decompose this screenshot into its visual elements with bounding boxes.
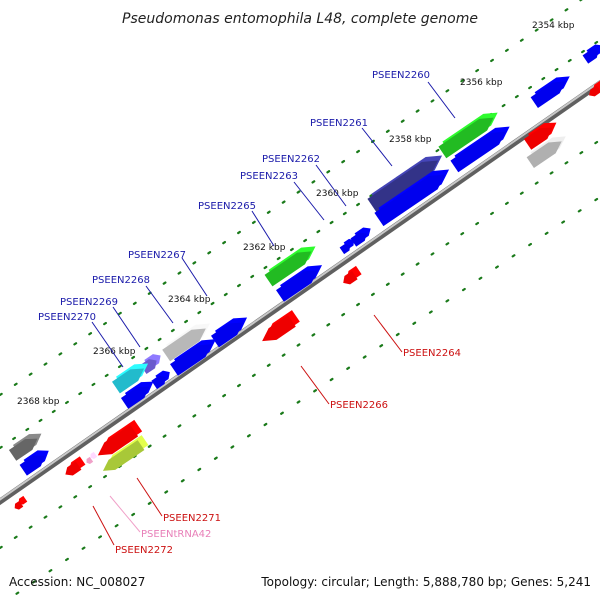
feature-top-right-2[interactable] — [523, 127, 553, 150]
feature-top-right-1[interactable] — [530, 81, 566, 109]
feature-pseen2262-top — [343, 238, 355, 250]
feature-pseen2261[interactable] — [367, 160, 439, 213]
outer-dot-guide-1 — [0, 38, 600, 450]
gene-label-pseen2264[interactable]: PSEEN2264 — [403, 348, 461, 359]
tick-label-2368: 2368 kbp — [17, 397, 60, 407]
accession-text: Accession: NC_008027 — [9, 575, 145, 589]
feature-pseen2272[interactable] — [65, 461, 82, 476]
feature-pseen2260b[interactable] — [450, 131, 506, 173]
feature-top-right-4[interactable] — [582, 49, 599, 64]
feature-pseen2268[interactable] — [162, 328, 206, 362]
feature-pseen2271[interactable] — [97, 424, 139, 456]
feature-pseen2265b[interactable] — [276, 270, 319, 302]
gene-label-pseen2271[interactable]: PSEEN2271 — [163, 513, 221, 524]
feature-pseen2261b[interactable] — [374, 174, 446, 227]
gene-label-pseen2266[interactable]: PSEEN2266 — [330, 400, 388, 411]
feature-pseen2271b[interactable] — [102, 440, 145, 471]
feature-left-1[interactable] — [8, 438, 38, 461]
feature-pseen2267[interactable] — [211, 322, 244, 348]
feature-pseen2265[interactable] — [264, 251, 312, 287]
feature-pseen2263[interactable] — [350, 232, 367, 247]
tick-label-2362: 2362 kbp — [243, 243, 286, 253]
gene-label-pseen2262[interactable]: PSEEN2262 — [262, 154, 320, 165]
feature-pseen2266[interactable] — [262, 315, 296, 342]
feature-pseen2268b[interactable] — [170, 344, 213, 376]
tick-label-2356: 2356 kbp — [460, 78, 503, 88]
gene-features — [8, 44, 600, 510]
feature-pseen2264[interactable] — [343, 270, 358, 285]
gene-label-pseen2270[interactable]: PSEEN2270 — [38, 312, 96, 323]
gene-label-pseen2269[interactable]: PSEEN2269 — [60, 297, 118, 308]
feature-pseentrna42-top — [90, 451, 98, 459]
feature-pseen2270[interactable] — [112, 368, 145, 394]
feature-pseen2269b[interactable] — [151, 375, 166, 390]
feature-pseen2262[interactable] — [339, 243, 351, 255]
gene-label-pseen2263[interactable]: PSEEN2263 — [240, 171, 298, 182]
map-title: Pseudomonas entomophila L48, complete ge… — [122, 11, 478, 27]
inner-dot-guide-2 — [5, 195, 600, 600]
reverse-gene-labels: PSEEN2264 PSEEN2266 PSEEN2271 PSEENtRNA4… — [92, 314, 461, 556]
gene-label-pseen2265[interactable]: PSEEN2265 — [198, 201, 256, 212]
gene-label-pseentrna42[interactable]: PSEENtRNA42 — [141, 529, 211, 540]
feature-pseen2270b[interactable] — [120, 386, 150, 409]
feature-top-right-3[interactable] — [526, 141, 562, 169]
tick-label-2366: 2366 kbp — [93, 347, 136, 357]
genome-summary-text: Topology: circular; Length: 5,888,780 bp… — [260, 575, 591, 589]
gene-label-pseen2268[interactable]: PSEEN2268 — [92, 275, 150, 286]
gene-label-pseen2261[interactable]: PSEEN2261 — [310, 118, 368, 129]
feature-top-right-5[interactable] — [589, 85, 600, 97]
feature-pseen2260[interactable] — [438, 117, 494, 159]
outer-dot-guide-2 — [0, 0, 583, 397]
gene-label-pseen2260[interactable]: PSEEN2260 — [372, 70, 430, 81]
gene-label-pseen2267[interactable]: PSEEN2267 — [128, 250, 186, 261]
inner-dot-guide-1 — [0, 138, 600, 550]
genome-backbone — [0, 79, 600, 506]
tick-label-2354: 2354 kbp — [532, 21, 575, 31]
feature-pseentrna42[interactable] — [86, 456, 94, 464]
feature-left-3-top — [18, 495, 28, 505]
tick-label-2358: 2358 kbp — [389, 135, 432, 145]
tick-label-2364: 2364 kbp — [168, 295, 211, 305]
forward-gene-labels: PSEEN2260 PSEEN2261 PSEEN2262 PSEEN2263 … — [38, 70, 456, 368]
feature-left-2[interactable] — [19, 455, 45, 476]
feature-left-3[interactable] — [14, 500, 24, 510]
gene-label-pseen2272[interactable]: PSEEN2272 — [115, 545, 173, 556]
